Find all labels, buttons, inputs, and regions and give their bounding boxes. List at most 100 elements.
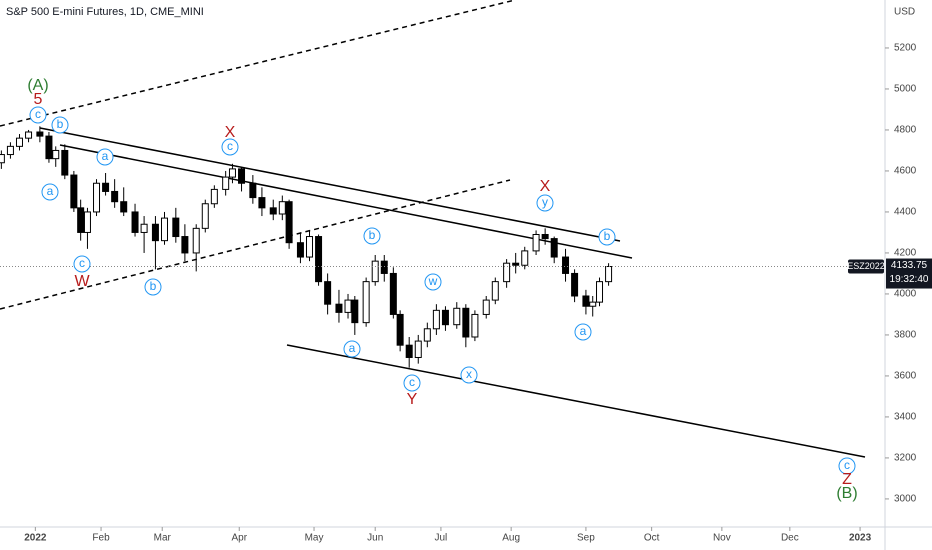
candle-body [25,131,33,139]
candle-body [70,174,78,209]
candle-body [441,309,449,326]
trendlines [0,0,866,458]
trendline [286,344,866,458]
candle-body [278,201,286,215]
y-tick-label: 3400 [894,412,917,423]
candle-body [0,154,5,164]
wave-label: c [409,375,415,389]
candle-body [605,266,613,283]
wave-circle [73,255,91,273]
x-tick-label: Nov [713,533,731,544]
candle-body [405,344,413,358]
wave-circle [221,138,239,156]
wave-label: Z [842,471,852,488]
countdown: 19:32:40 [890,274,929,285]
wave-label: 5 [34,91,43,108]
candle-body [344,299,352,313]
candle-body [471,313,479,338]
x-tick-label: May [305,533,324,544]
y-tick-label: 4200 [894,248,917,259]
candle-body [414,340,422,358]
y-tick-label: 3000 [894,494,917,505]
wave-label: b [150,279,157,293]
wave-label: c [844,458,850,472]
candle-body [238,168,246,184]
wave-label: y [542,195,548,209]
candle-body [228,168,236,178]
x-tick-label: Mar [154,533,172,544]
wave-circle [574,323,592,341]
wave-label: w [428,274,438,288]
y-tick-label: 4600 [894,166,917,177]
x-tick-label: Sep [577,533,595,544]
wave-circle [51,116,69,134]
x-tick-label: Feb [92,533,110,544]
x-tick-label: Oct [644,533,660,544]
x-tick-label: Jun [367,533,383,544]
candle-body [324,281,332,305]
candle-body [6,145,14,156]
candle-body [249,182,257,199]
candle-body [423,328,431,342]
wave-label: c [79,256,85,270]
wave-label: a [102,149,109,163]
wave-circle [460,366,478,384]
candle-body [396,313,404,346]
candle-body [151,223,159,242]
candle-body [306,236,314,258]
candle-body [462,307,470,338]
candle-body [562,256,570,274]
candle-body [61,149,69,176]
candle-body [36,131,44,137]
candle-body [582,295,590,307]
y-axis-label: USD [894,7,915,18]
wave-label: c [227,139,233,153]
symbol-box [848,259,884,274]
candle-body [512,262,520,266]
candle-body [160,217,168,242]
candle-body [131,211,139,233]
y-tick-label: 5000 [894,84,917,95]
candle-body [102,182,110,192]
wave-label: a [349,341,356,355]
wave-circle [363,227,381,245]
candle-body [589,301,597,307]
wave-label: x [466,367,472,381]
candle-body [521,250,529,266]
candle-body [192,227,200,254]
candle-body [77,207,85,233]
wave-circle [41,183,59,201]
wave-label: c [35,107,41,121]
wave-label: a [47,184,54,198]
candle-body [285,201,293,244]
candle-body [120,201,128,213]
candle-body [362,281,370,324]
candle-body [201,203,209,229]
candle-body [389,272,397,315]
wave-label: a [580,324,587,338]
candle-body [571,272,579,297]
price-label: 4133.75 [891,260,928,271]
x-tick-label: Aug [502,533,520,544]
wave-label: (A) [27,77,48,94]
candle-body [371,260,379,283]
candle-body [269,207,277,215]
wave-circle [96,148,114,166]
x-tick-label: 2023 [849,533,872,544]
candle-body [491,281,499,301]
wave-circle [29,106,47,124]
candle-body [172,217,180,238]
candle-body [596,281,604,303]
wave-circle [144,278,162,296]
candle-body [482,299,490,315]
y-tick-label: 4400 [894,207,917,218]
y-tick-label: 3600 [894,371,917,382]
candle-body [315,236,323,283]
wave-label: W [74,273,90,290]
wave-circle [598,228,616,246]
chart-title: S&P 500 E-mini Futures, 1D, CME_MINI [6,6,204,18]
price-box [886,258,932,289]
candle-body [550,238,558,258]
